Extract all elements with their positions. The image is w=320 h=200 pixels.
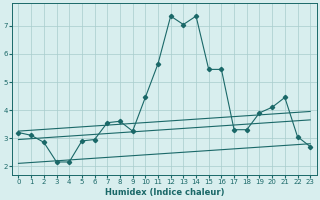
X-axis label: Humidex (Indice chaleur): Humidex (Indice chaleur) — [105, 188, 224, 197]
